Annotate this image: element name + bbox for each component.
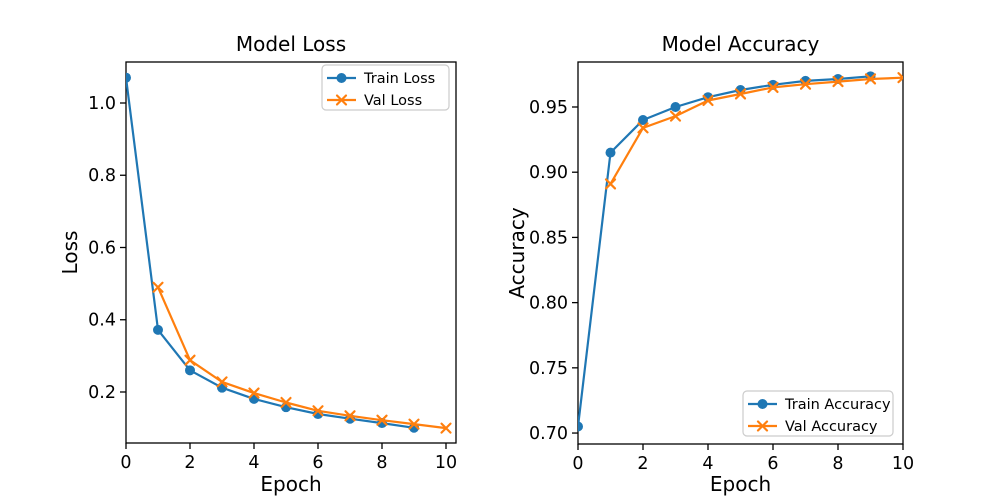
model-loss-legend-label-train-loss: Train Loss [363,71,435,87]
val-loss-point-2 [216,376,228,388]
model-accuracy-x-axis-label: Epoch [710,472,771,496]
val-accuracy-point-0 [604,178,617,190]
val-loss-point-8 [408,418,420,430]
model-accuracy-x-tick-label-1: 2 [637,454,648,474]
val-accuracy-point-5 [767,81,779,94]
val-loss-point-0 [152,281,164,293]
model-loss-x-tick-label-4: 8 [376,453,387,473]
val-loss-point-5 [312,405,324,417]
model-accuracy-train-accuracy-markers [578,71,876,432]
model-accuracy-y-tick-label-2: 0.80 [529,294,568,314]
model-loss-x-tick-label-5: 10 [435,453,457,473]
model-loss-legend-circle-marker [336,73,347,83]
model-accuracy-y-tick-label-4: 0.90 [529,163,568,183]
model-loss-legend-box [321,64,450,111]
model-loss-title: Model Loss [236,32,346,56]
train-loss-point-1 [153,324,163,335]
val-loss-point-7 [376,414,388,426]
model-loss-x-tick-label-2: 4 [248,453,259,473]
val-loss-point-4 [280,396,292,409]
model-accuracy-legend-circle-marker [757,399,768,409]
val-loss-point-1 [184,354,196,366]
model-loss-y-tick-label-3: 0.8 [88,166,116,186]
model-accuracy-title: Model Accuracy [662,32,820,56]
model-accuracy-y-tick-label-0: 0.70 [529,424,568,444]
model-loss-y-tick-label-1: 0.4 [88,311,116,331]
model-loss-train-loss-line [126,77,415,429]
model-loss-x-tick-label-0: 0 [120,453,131,473]
model-accuracy-val-accuracy-line [609,76,903,185]
val-loss-point-6 [344,410,356,422]
model-loss-y-axis-label: Loss [58,231,82,275]
val-loss-point-3 [248,387,260,399]
model-accuracy-legend-x-marker [756,420,769,432]
model-loss-x-tick-label-3: 6 [312,453,323,473]
val-accuracy-point-4 [734,88,747,100]
model-loss-chart: 0 2 4 6 8 10 0.2 0.4 0.6 0.8 1.0 Model Loss Epoch Los… [58,32,457,496]
val-accuracy-point-2 [669,110,682,122]
train-accuracy-point-3 [670,101,681,112]
train-loss-point-2 [185,365,195,376]
model-accuracy-legend-label-train-accuracy: Train Accuracy [784,397,891,413]
model-accuracy-legend-label-val-accuracy: Val Accuracy [785,419,878,435]
val-accuracy-point-9 [897,72,903,84]
model-accuracy-x-tick-label-2: 4 [702,454,713,474]
model-loss-y-tick-label-0: 0.2 [88,383,116,403]
model-accuracy-y-tick-label-3: 0.85 [529,228,568,248]
val-accuracy-point-8 [864,73,877,85]
model-loss-val-loss-markers [152,281,452,434]
model-loss-axes-frame [125,61,457,444]
train-loss-point-0 [126,72,131,83]
model-accuracy-x-tick-label-4: 8 [832,454,843,474]
model-accuracy-legend-box [742,390,894,437]
model-accuracy-train-accuracy-line [578,75,871,427]
model-loss-y-tick-label-4: 1.0 [88,94,116,114]
val-loss-point-9 [440,422,452,434]
val-accuracy-point-7 [832,75,844,88]
model-accuracy-val-accuracy-markers [604,72,903,190]
model-accuracy-legend: Train Accuracy Val Accuracy [742,390,894,437]
val-accuracy-point-3 [702,94,714,107]
model-loss-val-loss-line [156,286,447,430]
model-loss-plot-area [126,72,452,434]
model-accuracy-y-axis-label: Accuracy [505,207,529,298]
model-accuracy-x-tick-label-0: 0 [572,454,583,474]
model-accuracy-plot-area [578,71,903,432]
val-accuracy-point-6 [799,78,812,90]
train-accuracy-point-2 [638,115,648,126]
model-loss-train-loss-markers [126,72,419,433]
model-loss-x-axis-label: Epoch [260,472,321,496]
model-loss-legend-x-marker [335,94,348,106]
train-accuracy-point-1 [605,147,616,158]
val-accuracy-point-1 [637,122,649,134]
model-loss-legend-label-val-loss: Val Loss [364,93,422,109]
model-accuracy-axes-frame [577,61,904,445]
train-accuracy-point-0 [578,421,583,432]
model-loss-legend: Train Loss Val Loss [321,64,450,111]
model-loss-x-tick-label-1: 2 [184,453,195,473]
model-accuracy-x-tick-label-3: 6 [767,454,778,474]
model-loss-y-tick-label-2: 0.6 [88,238,116,258]
model-accuracy-chart: 0 2 4 6 8 10 0.70 0.75 0.80 0.85 0.90 0.95 Model Acc… [505,32,914,496]
model-accuracy-y-tick-label-5: 0.95 [529,98,568,118]
model-accuracy-y-tick-label-1: 0.75 [529,359,568,379]
model-accuracy-x-tick-label-5: 10 [892,454,914,474]
